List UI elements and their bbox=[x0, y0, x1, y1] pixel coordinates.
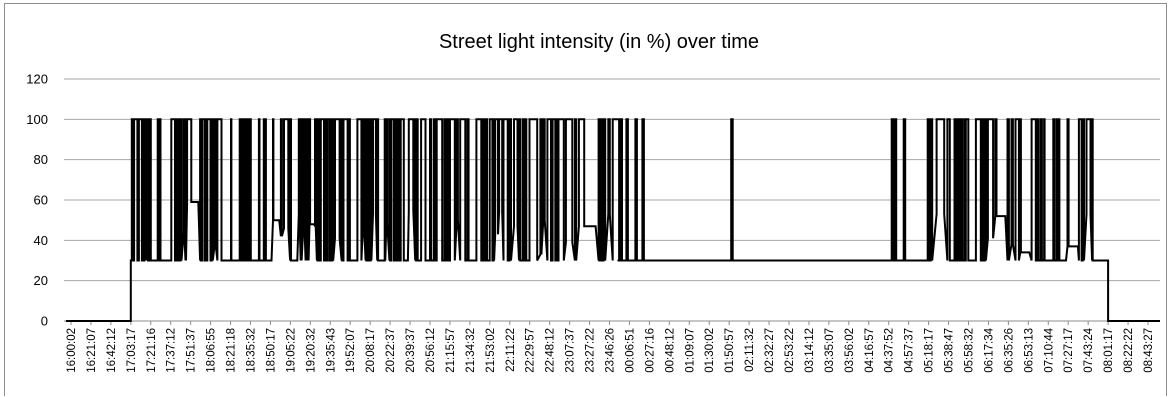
x-tick-label: 06:35:26 bbox=[1003, 328, 1015, 373]
x-tick-label: 06:53:13 bbox=[1023, 328, 1035, 373]
x-tick-label: 19:52:07 bbox=[345, 328, 357, 373]
chart-frame: Street light intensity (in %) over time … bbox=[4, 3, 1167, 396]
x-tick-label: 04:57:37 bbox=[904, 328, 916, 373]
x-tick-label: 18:50:17 bbox=[265, 328, 277, 373]
x-axis-ticks: 16:00:02 16:21:07 16:42:12 17:03:17 17:21:16… bbox=[66, 321, 1155, 373]
x-tick-label: 07:10:44 bbox=[1043, 327, 1055, 372]
x-tick-label: 03:35:07 bbox=[824, 328, 836, 373]
intensity-chart: Street light intensity (in %) over time … bbox=[26, 31, 1160, 373]
x-tick-label: 18:06:55 bbox=[206, 328, 218, 373]
y-tick-label: 40 bbox=[34, 233, 48, 248]
x-tick-label: 23:07:37 bbox=[565, 328, 577, 373]
y-tick-label: 20 bbox=[34, 273, 48, 288]
x-tick-label: 07:27:17 bbox=[1063, 328, 1075, 373]
intensity-series-line bbox=[66, 118, 1160, 322]
x-tick-label: 05:18:17 bbox=[924, 328, 936, 373]
x-tick-label: 03:56:02 bbox=[844, 328, 856, 373]
x-tick-label: 20:08:17 bbox=[365, 328, 377, 373]
x-tick-label: 08:43:27 bbox=[1143, 328, 1155, 373]
x-tick-label: 21:53:02 bbox=[485, 328, 497, 373]
x-tick-label: 18:35:32 bbox=[246, 328, 258, 373]
x-tick-label: 07:43:24 bbox=[1083, 327, 1095, 372]
x-tick-label: 08:01:17 bbox=[1103, 328, 1115, 373]
x-tick-label: 22:11:22 bbox=[505, 328, 517, 372]
y-axis-ticks: 0 20 40 60 80 100 120 bbox=[26, 72, 48, 329]
x-tick-label: 16:21:07 bbox=[86, 328, 98, 373]
x-tick-label: 20:39:37 bbox=[405, 328, 417, 373]
x-tick-label: 02:11:32 bbox=[744, 328, 756, 372]
x-tick-label: 20:22:37 bbox=[385, 328, 397, 373]
x-tick-label: 00:06:51 bbox=[624, 328, 636, 373]
x-tick-label: 20:56:12 bbox=[425, 328, 437, 373]
y-tick-label: 60 bbox=[34, 193, 48, 208]
x-tick-label: 21:15:57 bbox=[445, 328, 457, 373]
x-tick-label: 17:21:16 bbox=[146, 328, 158, 373]
x-tick-label: 04:16:57 bbox=[864, 328, 876, 373]
x-tick-label: 08:22:22 bbox=[1123, 328, 1135, 373]
x-tick-label: 19:05:22 bbox=[285, 328, 297, 373]
chart-title: Street light intensity (in %) over time bbox=[439, 31, 759, 53]
x-tick-label: 17:51:37 bbox=[186, 328, 198, 373]
x-tick-label: 22:48:12 bbox=[545, 328, 557, 373]
y-tick-label: 0 bbox=[41, 314, 48, 329]
x-tick-label: 18:21:18 bbox=[226, 328, 238, 373]
x-tick-label: 23:27:22 bbox=[585, 328, 597, 373]
x-tick-label: 22:29:57 bbox=[525, 328, 537, 373]
x-tick-label: 06:17:34 bbox=[983, 327, 995, 372]
x-tick-label: 19:20:32 bbox=[305, 328, 317, 373]
x-tick-label: 03:14:12 bbox=[804, 328, 816, 373]
x-tick-label: 23:46:26 bbox=[605, 328, 617, 373]
y-tick-label: 100 bbox=[26, 112, 48, 127]
y-tick-label: 120 bbox=[26, 72, 48, 87]
plot-area bbox=[66, 118, 1160, 322]
x-tick-label: 21:34:32 bbox=[465, 328, 477, 373]
x-tick-label: 00:27:16 bbox=[644, 328, 656, 373]
x-tick-label: 17:37:12 bbox=[166, 328, 178, 373]
x-tick-label: 16:00:02 bbox=[66, 328, 78, 373]
x-tick-label: 19:35:43 bbox=[325, 328, 337, 373]
x-tick-label: 02:32:27 bbox=[764, 328, 776, 373]
y-tick-label: 80 bbox=[34, 152, 48, 167]
x-tick-label: 05:58:32 bbox=[964, 328, 976, 373]
x-tick-label: 05:38:47 bbox=[944, 328, 956, 373]
x-tick-label: 16:42:12 bbox=[106, 328, 118, 373]
x-tick-label: 02:53:22 bbox=[784, 328, 796, 373]
x-tick-label: 00:48:12 bbox=[664, 328, 676, 373]
x-tick-label: 04:37:52 bbox=[884, 328, 896, 373]
x-tick-label: 17:03:17 bbox=[126, 328, 138, 373]
x-tick-label: 01:30:02 bbox=[704, 328, 716, 373]
x-tick-label: 01:09:07 bbox=[684, 328, 696, 373]
x-tick-label: 01:50:57 bbox=[724, 328, 736, 373]
